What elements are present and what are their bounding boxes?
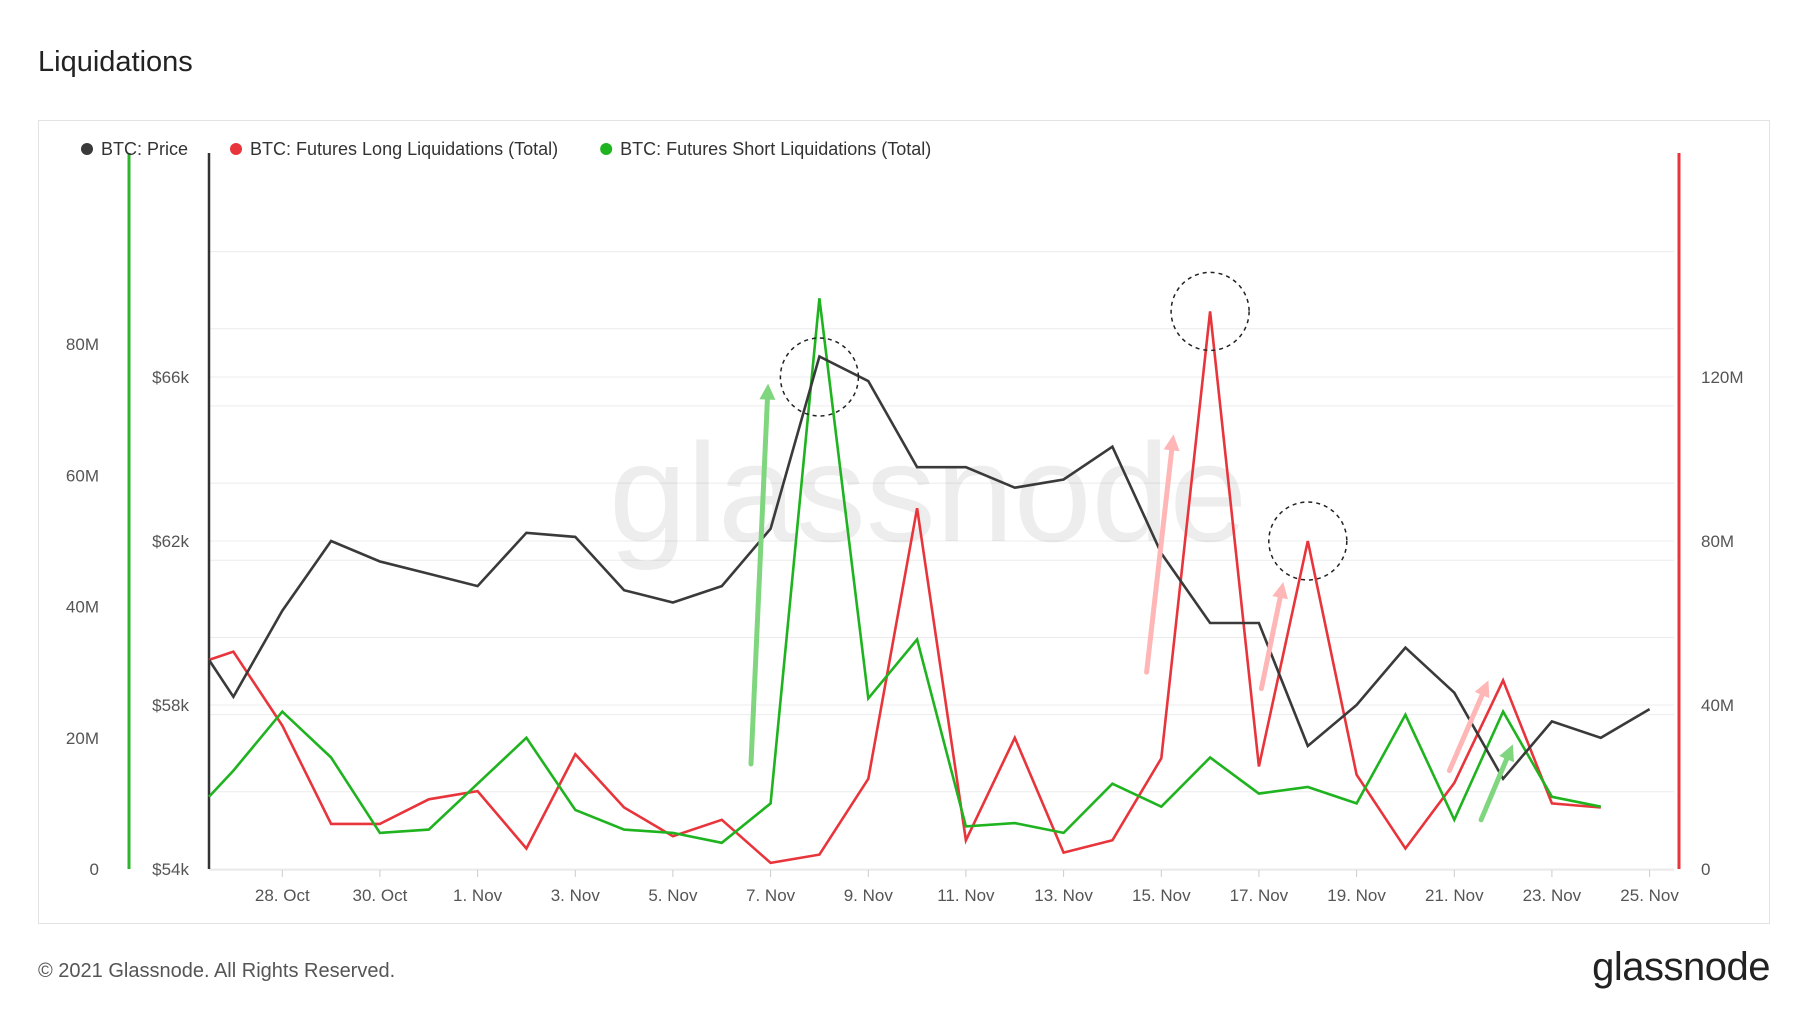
outer-left-tick-label: 60M <box>66 466 99 485</box>
x-tick-label: 28. Oct <box>255 886 310 905</box>
chart-frame: glassnode 0 20M 40M 60M 80M $54k $58k $62k $66k 0… <box>38 120 1770 924</box>
x-tick-label: 17. Nov <box>1230 886 1289 905</box>
outer-left-tick-label: 20M <box>66 729 99 748</box>
watermark: glassnode <box>609 414 1247 571</box>
annotation-arrow-shaft-0 <box>748 397 770 767</box>
x-tick-label: 19. Nov <box>1327 886 1386 905</box>
x-tick-label: 1. Nov <box>453 886 503 905</box>
page-title: Liquidations <box>38 46 193 78</box>
annotation-arrow-shaft-1 <box>1144 447 1175 675</box>
legend-price-dot <box>81 143 93 155</box>
x-tick-label: 5. Nov <box>648 886 698 905</box>
x-tick-label: 30. Oct <box>352 886 407 905</box>
x-tick-label: 23. Nov <box>1523 886 1582 905</box>
x-tick-label: 15. Nov <box>1132 886 1191 905</box>
annotation-arrow-head-4 <box>1499 744 1514 763</box>
series-layer <box>207 298 1651 865</box>
legend-long-liquidations-label: BTC: Futures Long Liquidations (Total) <box>250 139 558 159</box>
x-tick-label: 3. Nov <box>551 886 601 905</box>
footer-logo: glassnode <box>1592 945 1770 989</box>
legend-short-liquidations-dot <box>600 143 613 155</box>
annotation-arrow-shaft-3 <box>1446 692 1485 774</box>
outer-left-tick-label: 40M <box>66 598 99 617</box>
legend-price-label: BTC: Price <box>101 139 188 159</box>
annotation-arrow-head-1 <box>1163 434 1180 452</box>
price-tick-label: $66k <box>152 368 189 387</box>
long-liquidations-series-line <box>208 311 1601 865</box>
annotation-arrow-shaft-4 <box>1478 756 1510 823</box>
annotation-arrow-head-3 <box>1474 680 1490 699</box>
annotation-circle-2 <box>1268 501 1348 581</box>
x-tick-label: 25. Nov <box>1620 886 1679 905</box>
x-tick-label: 13. Nov <box>1034 886 1093 905</box>
long-liquidations-tick-label: 0 <box>1701 860 1710 879</box>
grid-layer <box>209 251 1674 870</box>
x-tick-label: 9. Nov <box>844 886 894 905</box>
price-tick-label: $54k <box>152 860 189 879</box>
annotation-arrow-head-0 <box>759 383 776 400</box>
legend: BTC: Price BTC: Futures Long Liquidations… <box>81 139 931 159</box>
outer-left-tick-label: 0 <box>90 860 99 879</box>
x-tick-label: 7. Nov <box>746 886 796 905</box>
price-series-line <box>207 354 1651 782</box>
legend-long-liquidations: BTC: Futures Long Liquidations (Total) <box>230 139 558 159</box>
legend-short-liquidations-label: BTC: Futures Short Liquidations (Total) <box>620 139 931 159</box>
annotation-circle-1 <box>1170 271 1250 352</box>
axes-layer: 0 20M 40M 60M 80M $54k $58k $62k $66k 0 40M 80M 120M… <box>66 153 1744 905</box>
legend-long-liquidations-dot <box>230 143 243 155</box>
short-liquidations-series-line <box>208 298 1602 845</box>
long-liquidations-tick-label: 80M <box>1701 532 1734 551</box>
annotation-layer <box>748 271 1514 823</box>
long-liquidations-tick-label: 40M <box>1701 696 1734 715</box>
long-liquidations-tick-label: 120M <box>1701 368 1744 387</box>
annotation-arrow-head-2 <box>1272 582 1288 600</box>
annotation-arrow-shaft-2 <box>1258 595 1283 692</box>
legend-price: BTC: Price <box>81 139 188 159</box>
annotation-circle-0 <box>779 337 860 417</box>
liquidations-chart: glassnode 020M40M60M80M$54k$58k$62k$66k0… <box>66 139 1744 905</box>
price-tick-label: $58k <box>152 696 189 715</box>
legend-short-liquidations: BTC: Futures Short Liquidations (Total) <box>600 139 931 159</box>
x-tick-label: 11. Nov <box>937 886 995 905</box>
price-tick-label: $62k <box>152 532 189 551</box>
outer-left-tick-label: 80M <box>66 335 99 354</box>
x-tick-label: 21. Nov <box>1425 886 1484 905</box>
footer-copyright: © 2021 Glassnode. All Rights Reserved. <box>38 960 396 982</box>
